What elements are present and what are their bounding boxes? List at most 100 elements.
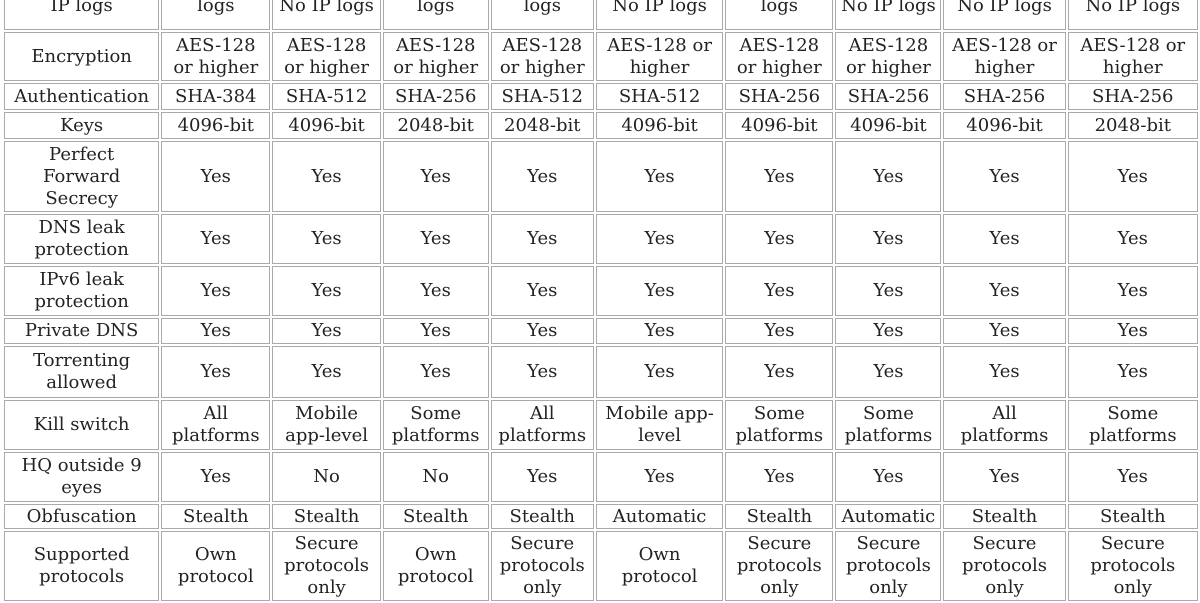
table-cell: 2048-bit <box>490 112 594 139</box>
table-cell: Yes <box>943 266 1066 316</box>
table-cell: Yes <box>161 141 271 212</box>
table-cell: SHA-512 <box>490 83 594 110</box>
table-cell: Stealth <box>490 504 594 529</box>
table-cell: Yes <box>1067 346 1198 398</box>
table-cell: Yes <box>490 141 594 212</box>
table-cell: 2048-bit <box>382 112 489 139</box>
table-cell: Stealth <box>943 504 1066 529</box>
row-label: Kill switch <box>4 400 160 450</box>
row-label: IP logs <box>4 0 160 30</box>
table-cell: Yes <box>943 318 1066 344</box>
table-cell: Yes <box>595 318 724 344</box>
table-cell: No IP logs <box>595 0 724 30</box>
table-cell: AES-128 or higher <box>725 32 834 81</box>
table-cell: 4096-bit <box>161 112 271 139</box>
table-cell: Yes <box>595 266 724 316</box>
table-cell: All platforms <box>161 400 271 450</box>
table-cell: SHA-512 <box>272 83 381 110</box>
table-cell: No <box>382 452 489 502</box>
row-label: DNS leak protection <box>4 214 160 264</box>
table-cell: Yes <box>835 214 942 264</box>
table-row: DNS leak protection Yes Yes Yes Yes Yes Yes Yes… <box>4 214 1198 264</box>
table-cell: Yes <box>1067 318 1198 344</box>
table-cell: Yes <box>490 346 594 398</box>
table-cell: Yes <box>725 318 834 344</box>
row-label: Perfect Forward Secrecy <box>4 141 160 212</box>
table-cell: 4096-bit <box>943 112 1066 139</box>
table-cell: Yes <box>490 214 594 264</box>
table-cell: Yes <box>595 452 724 502</box>
table-cell: Yes <box>161 452 271 502</box>
table-cell: No IP logs <box>835 0 942 30</box>
table-cell: 4096-bit <box>835 112 942 139</box>
table-cell: Yes <box>595 214 724 264</box>
row-label: Keys <box>4 112 160 139</box>
table-cell: logs <box>382 0 489 30</box>
table-cell: Secure protocols only <box>1067 531 1198 601</box>
table-row: Encryption AES-128 or higher AES-128 or hi… <box>4 32 1198 81</box>
table-cell: Yes <box>725 141 834 212</box>
table-cell: Yes <box>382 346 489 398</box>
table-row: Private DNS Yes Yes Yes Yes Yes Yes Yes Yes Yes <box>4 318 1198 344</box>
table-row: IP logs logs No IP logs logs logs No IP logs l… <box>4 0 1198 30</box>
table-cell: Own protocol <box>161 531 271 601</box>
table-cell: Yes <box>943 452 1066 502</box>
table-cell: Yes <box>161 214 271 264</box>
table-cell: AES-128 or higher <box>490 32 594 81</box>
table-cell: Secure protocols only <box>725 531 834 601</box>
table-cell: Yes <box>382 318 489 344</box>
table-cell: Secure protocols only <box>490 531 594 601</box>
table-row: Supported protocols Own protocol Secure pr… <box>4 531 1198 601</box>
table-cell: All platforms <box>943 400 1066 450</box>
table-cell: SHA-512 <box>595 83 724 110</box>
table-cell: Automatic <box>835 504 942 529</box>
table-cell: Yes <box>272 346 381 398</box>
table-cell: Yes <box>490 266 594 316</box>
table-cell: Yes <box>943 214 1066 264</box>
table-cell: AES-128 or higher <box>382 32 489 81</box>
table-cell: SHA-384 <box>161 83 271 110</box>
table-cell: logs <box>161 0 271 30</box>
row-label: Authentication <box>4 83 160 110</box>
table-cell: Yes <box>1067 452 1198 502</box>
table-cell: Yes <box>161 266 271 316</box>
table-cell: SHA-256 <box>382 83 489 110</box>
table-cell: Yes <box>835 266 942 316</box>
table-cell: Own protocol <box>382 531 489 601</box>
table-cell: Own protocol <box>595 531 724 601</box>
table-cell: SHA-256 <box>943 83 1066 110</box>
table-cell: AES-128 or higher <box>272 32 381 81</box>
table-cell: Yes <box>272 141 381 212</box>
row-label: Obfuscation <box>4 504 160 529</box>
row-label: Torrenting allowed <box>4 346 160 398</box>
table-cell: Yes <box>382 141 489 212</box>
table-row: Perfect Forward Secrecy Yes Yes Yes Yes Yes Ye… <box>4 141 1198 212</box>
table-cell: Yes <box>595 346 724 398</box>
table-cell: Yes <box>272 266 381 316</box>
table-cell: Some platforms <box>725 400 834 450</box>
table-cell: SHA-256 <box>835 83 942 110</box>
table-cell: Mobile app-level <box>272 400 381 450</box>
table-cell: Yes <box>725 266 834 316</box>
table-cell: Yes <box>943 346 1066 398</box>
table-cell: Mobile app-level <box>595 400 724 450</box>
table-cell: Yes <box>1067 266 1198 316</box>
table-cell: Yes <box>272 318 381 344</box>
table-row: Kill switch All platforms Mobile app-level… <box>4 400 1198 450</box>
table-cell: Stealth <box>161 504 271 529</box>
table-cell: Yes <box>1067 214 1198 264</box>
table-cell: AES-128 or higher <box>943 32 1066 81</box>
table-cell: Stealth <box>272 504 381 529</box>
table-cell: No <box>272 452 381 502</box>
table-row: Torrenting allowed Yes Yes Yes Yes Yes Yes Yes Y… <box>4 346 1198 398</box>
table-cell: 2048-bit <box>1067 112 1198 139</box>
table-cell: Automatic <box>595 504 724 529</box>
table-cell: Secure protocols only <box>272 531 381 601</box>
table-cell: Yes <box>835 452 942 502</box>
table-cell: Yes <box>490 318 594 344</box>
row-label: HQ outside 9 eyes <box>4 452 160 502</box>
table-cell: Some platforms <box>1067 400 1198 450</box>
table-cell: Yes <box>161 346 271 398</box>
table-cell: All platforms <box>490 400 594 450</box>
table-row: Obfuscation Stealth Stealth Stealth Stealth A… <box>4 504 1198 529</box>
